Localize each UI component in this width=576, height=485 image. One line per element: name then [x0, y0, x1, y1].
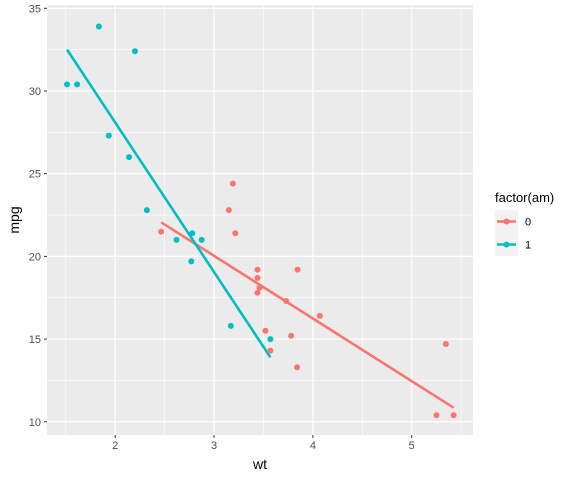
- data-point-1: [126, 154, 133, 161]
- plot-panel: [47, 5, 473, 435]
- data-point-0: [256, 284, 263, 291]
- data-point-0: [225, 207, 232, 214]
- legend-keys: 01: [495, 210, 531, 256]
- data-point-0: [267, 347, 274, 354]
- legend-label-0: 0: [525, 217, 531, 229]
- data-point-0: [316, 312, 323, 319]
- data-point-0: [433, 412, 440, 419]
- data-point-1: [74, 81, 81, 88]
- data-point-0: [442, 341, 449, 348]
- data-point-0: [294, 266, 301, 273]
- data-point-1: [189, 230, 196, 237]
- y-tick-label: 20: [29, 251, 41, 263]
- data-point-0: [254, 274, 261, 281]
- x-tick-label: 4: [310, 440, 316, 452]
- data-point-0: [288, 332, 295, 339]
- data-points: [64, 23, 457, 419]
- data-point-1: [227, 322, 234, 329]
- data-point-1: [188, 258, 195, 265]
- minor-gridlines: [47, 5, 473, 435]
- y-tick-label: 25: [29, 169, 41, 181]
- y-axis-title: mpg: [6, 206, 22, 233]
- data-point-0: [450, 412, 457, 419]
- data-point-1: [105, 132, 112, 139]
- data-point-0: [229, 180, 236, 187]
- data-point-0: [262, 327, 269, 334]
- legend-key-point-0: [503, 218, 510, 225]
- y-axis: 10 15 20 25 30 35: [29, 3, 47, 429]
- y-tick-label: 35: [29, 3, 41, 15]
- y-tick-label: 30: [29, 86, 41, 98]
- legend-label-1: 1: [525, 240, 531, 252]
- legend: factor(am) 01: [495, 190, 554, 256]
- data-point-1: [64, 81, 71, 88]
- data-point-1: [131, 48, 138, 55]
- fit-line-1: [65, 48, 272, 358]
- y-tick-label: 15: [29, 334, 41, 346]
- legend-title: factor(am): [495, 190, 554, 205]
- data-point-1: [95, 23, 102, 30]
- data-point-0: [232, 230, 239, 237]
- data-point-0: [158, 228, 165, 235]
- x-axis: 2 3 4 5: [112, 435, 415, 452]
- x-tick-label: 5: [409, 440, 415, 452]
- x-tick-label: 2: [112, 440, 118, 452]
- data-point-1: [143, 207, 150, 214]
- data-point-0: [294, 364, 301, 371]
- data-point-0: [283, 298, 290, 305]
- data-point-1: [198, 236, 205, 243]
- data-point-1: [173, 236, 180, 243]
- x-tick-label: 3: [211, 440, 217, 452]
- data-point-0: [254, 289, 261, 296]
- major-gridlines: [47, 5, 473, 435]
- fit-lines: [65, 48, 455, 409]
- data-point-0: [254, 266, 261, 273]
- x-axis-title: wt: [252, 456, 267, 472]
- legend-key-point-1: [503, 241, 510, 248]
- data-point-1: [267, 336, 274, 343]
- y-tick-label: 10: [29, 417, 41, 429]
- fit-line-0: [160, 221, 455, 409]
